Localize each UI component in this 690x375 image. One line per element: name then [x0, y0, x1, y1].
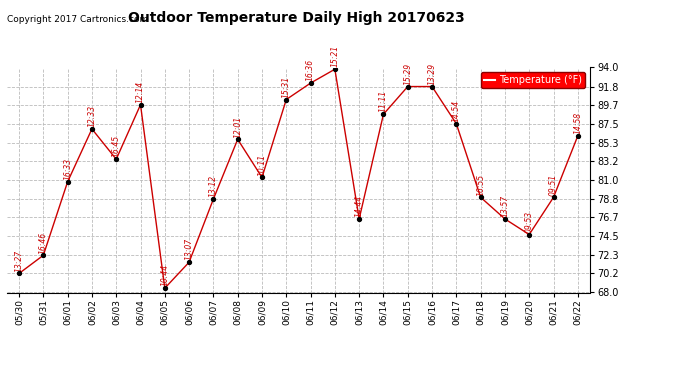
Text: 13:57: 13:57: [500, 195, 509, 217]
Text: 14:54: 14:54: [452, 100, 461, 122]
Point: [184, 259, 195, 265]
Point: [305, 80, 316, 86]
Point: [62, 179, 73, 185]
Text: 13:29: 13:29: [428, 63, 437, 85]
Text: 12:01: 12:01: [233, 116, 242, 138]
Text: 15:31: 15:31: [282, 76, 290, 98]
Point: [500, 216, 511, 222]
Text: 11:11: 11:11: [379, 90, 388, 112]
Text: 16:33: 16:33: [63, 158, 72, 180]
Point: [159, 285, 170, 291]
Text: 13:12: 13:12: [209, 175, 218, 197]
Point: [572, 133, 583, 139]
Text: 10:11: 10:11: [257, 153, 266, 176]
Legend: Temperature (°F): Temperature (°F): [481, 72, 585, 88]
Text: 16:46: 16:46: [39, 231, 48, 254]
Point: [208, 196, 219, 202]
Point: [14, 270, 25, 276]
Point: [548, 194, 559, 200]
Point: [524, 231, 535, 237]
Point: [402, 84, 413, 90]
Text: 15:29: 15:29: [403, 63, 412, 85]
Text: Copyright 2017 Cartronics.com: Copyright 2017 Cartronics.com: [7, 15, 148, 24]
Point: [354, 216, 365, 222]
Text: 09:51: 09:51: [549, 174, 558, 196]
Text: 16:45: 16:45: [112, 135, 121, 158]
Point: [257, 174, 268, 180]
Point: [110, 156, 121, 162]
Text: 14:44: 14:44: [355, 195, 364, 217]
Point: [378, 111, 389, 117]
Text: 12:33: 12:33: [88, 105, 97, 127]
Text: 16:36: 16:36: [306, 59, 315, 81]
Text: 10:44: 10:44: [160, 264, 169, 286]
Text: 15:21: 15:21: [331, 45, 339, 68]
Point: [38, 252, 49, 258]
Point: [281, 96, 292, 102]
Text: 16:55: 16:55: [476, 174, 485, 196]
Point: [451, 121, 462, 127]
Text: 09:53: 09:53: [524, 211, 534, 233]
Point: [135, 102, 146, 108]
Point: [232, 136, 243, 142]
Text: 13:27: 13:27: [14, 250, 23, 272]
Point: [426, 84, 437, 90]
Text: Outdoor Temperature Daily High 20170623: Outdoor Temperature Daily High 20170623: [128, 11, 465, 25]
Text: 14:58: 14:58: [573, 112, 582, 134]
Text: 13:07: 13:07: [185, 238, 194, 261]
Point: [329, 66, 340, 72]
Point: [475, 194, 486, 200]
Text: 12:14: 12:14: [136, 81, 145, 103]
Point: [86, 126, 97, 132]
